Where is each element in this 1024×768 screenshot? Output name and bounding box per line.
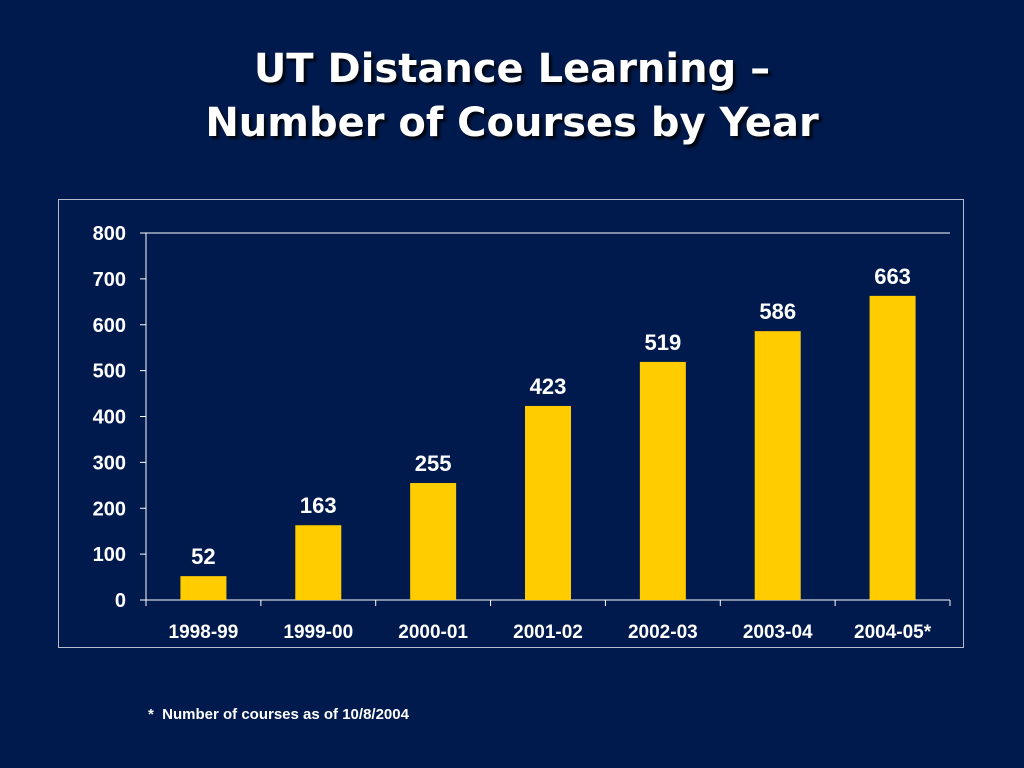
x-tick-label: 1998-99 xyxy=(169,622,239,643)
y-tick-label: 200 xyxy=(93,498,126,520)
x-tick-label: 2000-01 xyxy=(398,622,468,643)
data-label: 663 xyxy=(874,264,911,289)
y-tick-label: 100 xyxy=(93,544,126,566)
title-line-2: Number of Courses by Year xyxy=(205,100,819,146)
x-tick-label: 2004-05* xyxy=(854,622,932,643)
y-tick-label: 700 xyxy=(93,269,126,291)
data-label: 163 xyxy=(300,493,337,518)
footnote: * Number of courses as of 10/8/2004 xyxy=(148,706,409,723)
x-tick-label: 1999-00 xyxy=(283,622,353,643)
y-tick-label: 800 xyxy=(93,223,126,245)
data-label: 519 xyxy=(644,330,681,355)
y-tick-label: 600 xyxy=(93,315,126,337)
bar-2000-01 xyxy=(410,483,457,600)
chart-frame xyxy=(58,199,964,648)
bar-2001-02 xyxy=(525,405,571,600)
x-tick-label: 2001-02 xyxy=(513,622,583,643)
title-line-1: UT Distance Learning – xyxy=(253,46,771,92)
y-tick-label: 500 xyxy=(93,361,126,383)
data-label: 586 xyxy=(759,299,796,324)
slide-title: UT Distance Learning – Number of Courses… xyxy=(0,42,1024,150)
bar-2004-05* xyxy=(869,295,916,600)
bar-2003-04 xyxy=(754,331,801,600)
x-tick-label: 2002-03 xyxy=(628,622,698,643)
data-label: 52 xyxy=(191,544,215,569)
y-tick-label: 400 xyxy=(93,407,126,429)
data-label: 255 xyxy=(415,451,452,476)
data-label: 423 xyxy=(530,374,567,399)
y-tick-label: 300 xyxy=(93,452,126,474)
x-tick-label: 2003-04 xyxy=(743,622,813,643)
bar-1999-00 xyxy=(295,525,342,600)
bar-2002-03 xyxy=(639,361,686,600)
y-tick-label: 0 xyxy=(115,590,126,612)
bar-1998-99 xyxy=(180,576,227,600)
